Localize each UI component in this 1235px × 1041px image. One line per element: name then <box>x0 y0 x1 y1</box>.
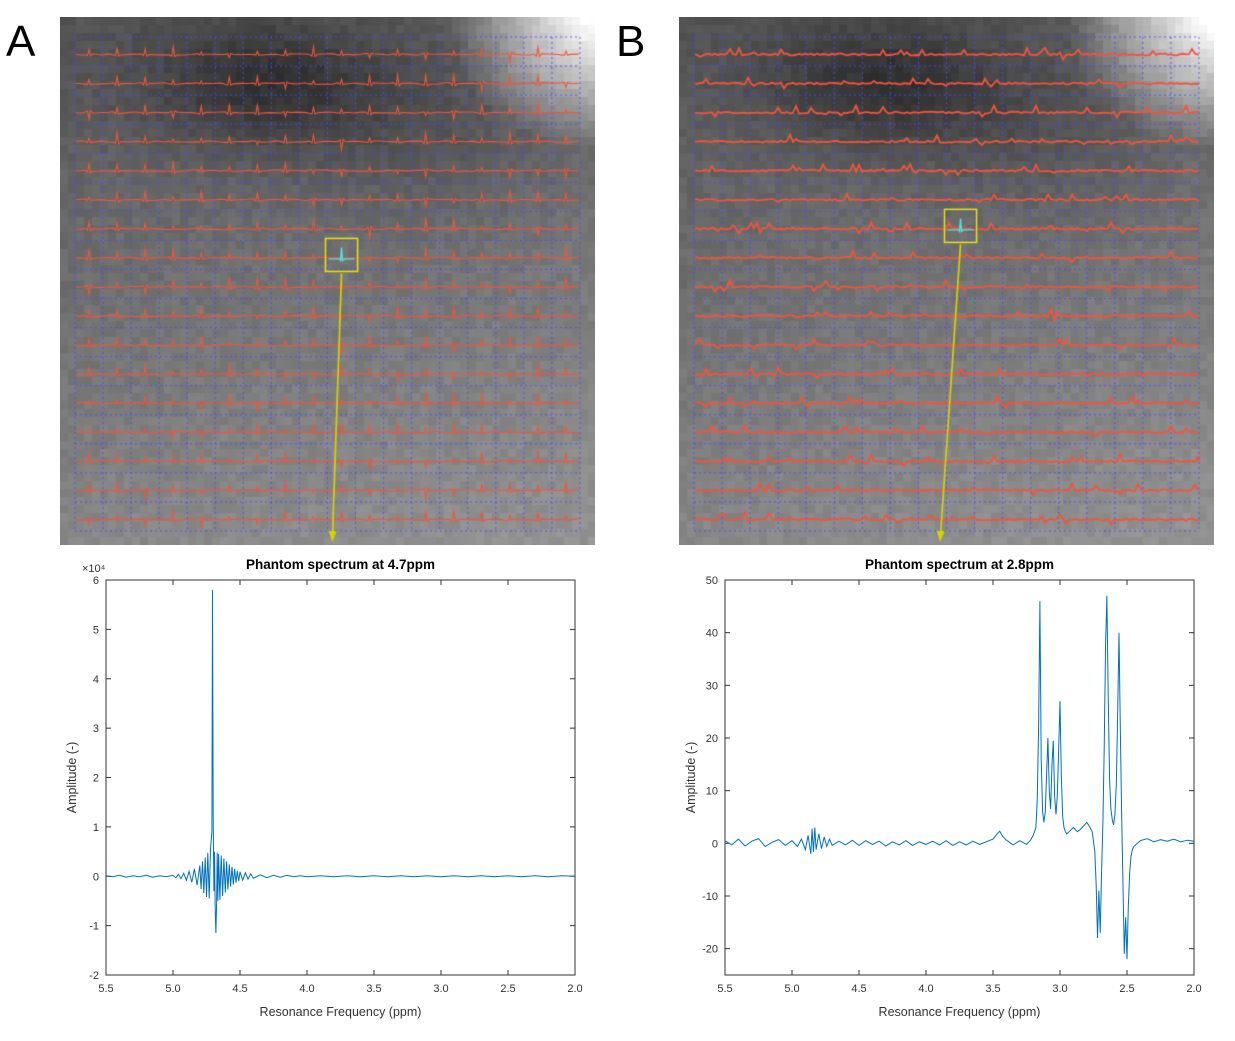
y-tick-label: 5 <box>93 624 99 636</box>
chart-title: Phantom spectrum at 2.8ppm <box>865 557 1054 572</box>
y-axis-label: Amplitude (-) <box>65 742 79 814</box>
y-tick-label: 3 <box>93 723 99 735</box>
x-tick-label: 2.5 <box>500 983 515 995</box>
y-tick-label: 30 <box>706 680 718 692</box>
panel-a-mrsi-grid-image <box>60 17 595 545</box>
x-tick-label: 4.0 <box>918 983 933 995</box>
x-tick-label: 5.0 <box>784 983 799 995</box>
spectrum-line <box>105 589 576 934</box>
y-tick-label: 2 <box>93 773 99 785</box>
y-tick-label: -20 <box>702 944 718 956</box>
y-tick-label: 20 <box>706 733 718 745</box>
x-tick-label: 2.5 <box>1119 983 1134 995</box>
x-tick-label: 4.5 <box>232 983 247 995</box>
y-tick-label: 50 <box>706 575 718 587</box>
x-tick-label: 2.0 <box>567 983 582 995</box>
x-tick-label: 3.5 <box>366 983 381 995</box>
x-tick-label: 5.5 <box>717 983 732 995</box>
panel-a-label: A <box>6 17 36 66</box>
y-tick-label: 0 <box>712 838 718 850</box>
y-tick-label: 4 <box>93 674 99 686</box>
x-axis-label: Resonance Frequency (ppm) <box>260 1005 422 1019</box>
y-axis-label: Amplitude (-) <box>684 742 698 814</box>
y-axis-exponent: ×10⁴ <box>82 563 106 575</box>
y-tick-label: -2 <box>89 970 99 982</box>
plot-area <box>724 579 1195 976</box>
spectrum-line <box>724 595 1195 960</box>
x-tick-label: 5.0 <box>165 983 180 995</box>
panel-a-spectrum-chart: 5.5 5.0 4.5 4.0 3.5 3.0 2.5 2.0 -2 -1 0 1 2 3 4 5 6×10⁴ P… <box>65 557 583 1019</box>
y-tick-label: 6 <box>93 575 99 587</box>
y-tick-label: -10 <box>702 891 718 903</box>
chart-title: Phantom spectrum at 4.7ppm <box>246 557 435 572</box>
x-tick-label: 4.0 <box>299 983 314 995</box>
panel-b-mrsi-grid-image <box>679 17 1214 545</box>
panel-b-label: B <box>616 17 646 66</box>
x-tick-label: 3.5 <box>985 983 1000 995</box>
panel-b-spectrum-chart: 5.5 5.0 4.5 4.0 3.5 3.0 2.5 2.0 -20 -10 0 10 20 30 40 5… <box>684 557 1202 1019</box>
plot-area <box>105 579 576 976</box>
x-tick-label: 5.5 <box>98 983 113 995</box>
x-axis-label: Resonance Frequency (ppm) <box>879 1005 1041 1019</box>
y-tick-label: 0 <box>93 871 99 883</box>
x-tick-label: 2.0 <box>1186 983 1201 995</box>
y-tick-label: -1 <box>89 921 99 933</box>
y-tick-label: 40 <box>706 628 718 640</box>
y-tick-label: 1 <box>93 822 99 834</box>
x-tick-label: 4.5 <box>851 983 866 995</box>
x-tick-label: 3.0 <box>433 983 448 995</box>
x-tick-label: 3.0 <box>1052 983 1067 995</box>
y-tick-label: 10 <box>706 786 718 798</box>
